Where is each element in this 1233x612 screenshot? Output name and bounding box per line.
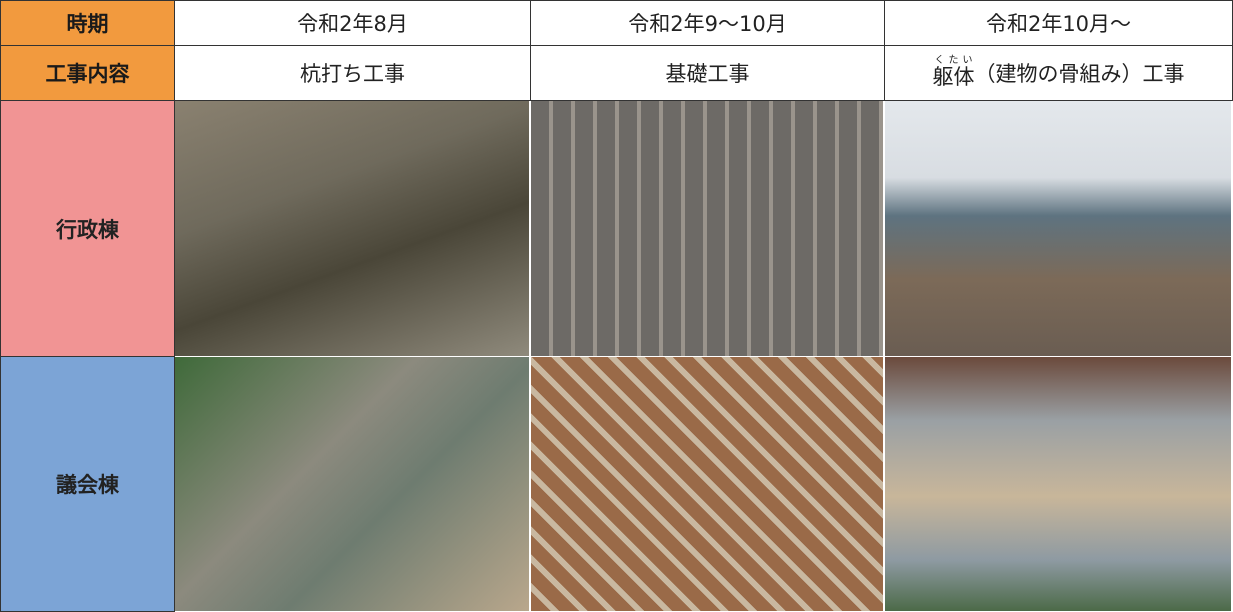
photo (175, 357, 531, 612)
header-cell: 工事内容 (0, 46, 175, 101)
row-label: 行政棟 (0, 101, 175, 357)
photo (175, 101, 531, 357)
period-cell: 令和2年8月 (175, 0, 531, 46)
work-text: （建物の骨組み）工事 (974, 62, 1185, 86)
photo (531, 101, 885, 357)
header-cell: 時期 (0, 0, 175, 46)
period-cell: 令和2年10月～ (885, 0, 1233, 46)
ruby-text: 躯体くたい (933, 55, 975, 91)
work-cell: 杭打ち工事 (175, 46, 531, 101)
work-cell: 基礎工事 (531, 46, 885, 101)
photo (531, 357, 885, 612)
ruby-reading: くたい (932, 55, 975, 66)
work-cell: 躯体くたい （建物の骨組み）工事 (885, 46, 1233, 101)
photo (885, 101, 1233, 357)
photo (885, 357, 1233, 612)
ruby-base: 躯体 (932, 65, 975, 89)
period-cell: 令和2年9～10月 (531, 0, 885, 46)
row-label: 議会棟 (0, 357, 175, 612)
